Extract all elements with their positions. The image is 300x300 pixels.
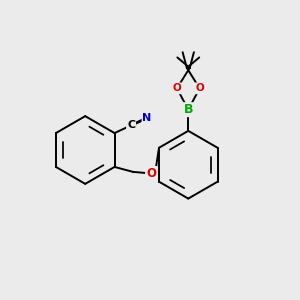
Text: N: N (142, 113, 152, 123)
Text: C: C (127, 120, 135, 130)
Text: O: O (146, 167, 156, 180)
Text: B: B (184, 103, 193, 116)
Text: O: O (195, 83, 204, 93)
Text: O: O (146, 167, 156, 180)
Text: O: O (172, 83, 181, 93)
